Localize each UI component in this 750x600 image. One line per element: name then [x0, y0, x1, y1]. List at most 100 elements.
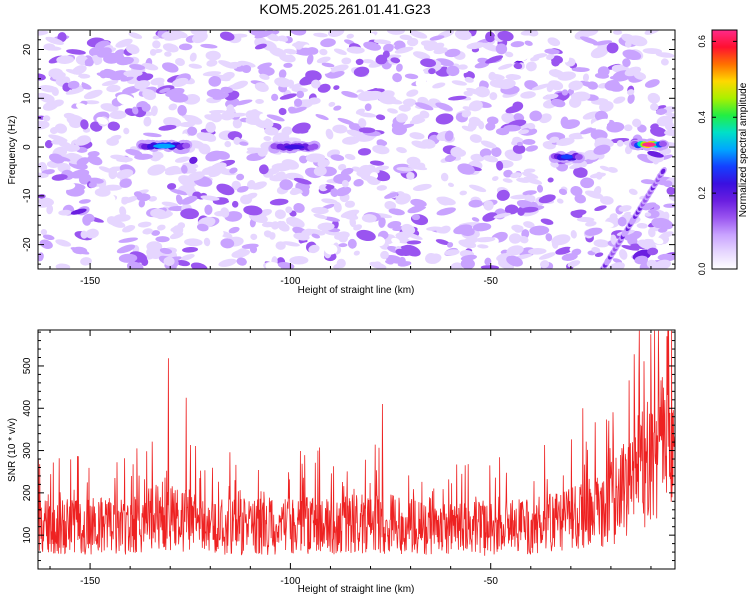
spectrogram-cell [169, 232, 184, 240]
spectrogram-cell [77, 73, 91, 79]
spectrogram-cell [542, 93, 559, 100]
spectrogram-cell [113, 213, 131, 222]
spectrogram-cell [663, 203, 675, 208]
figure-title: KOM5.2025.261.01.41.G23 [259, 1, 430, 17]
spectrogram-cell [226, 104, 234, 112]
spectrogram-cell [243, 205, 263, 216]
spectrogram-cell [536, 184, 544, 193]
spectrogram-cell [513, 62, 523, 70]
y-tick-label: 200 [22, 484, 33, 501]
spectrogram-cell [612, 258, 623, 264]
spectrogram-cell [484, 257, 492, 266]
spectrogram-cell [523, 221, 535, 229]
spectrogram-cell [228, 226, 240, 234]
spectrogram-cell [170, 188, 188, 196]
spectrogram-cell [271, 93, 279, 102]
spectrogram-cell [163, 116, 182, 128]
spectrogram-cell [618, 205, 632, 212]
spectrogram-cell [116, 169, 134, 180]
spectrogram-cell [647, 92, 661, 104]
spectrogram-cell [568, 80, 583, 91]
spectrogram-cell [448, 95, 467, 101]
spectrogram-cell [396, 113, 408, 123]
spectrogram-cell [498, 63, 513, 70]
spectrogram-cell [64, 144, 80, 152]
spectrogram-cell [435, 113, 454, 125]
spectrogram-cell [406, 240, 422, 245]
spectrogram-cell [372, 145, 390, 155]
spectrogram-cell [241, 243, 259, 249]
spectrogram-cell [283, 48, 298, 55]
spectrogram-cell [612, 30, 623, 35]
spectrogram-cell [137, 221, 152, 228]
spectrogram-cell [289, 106, 307, 114]
spectrogram-cell [491, 147, 502, 157]
spectrogram-cell [375, 114, 386, 121]
spectrogram-cell [142, 132, 162, 138]
spectrogram-cell [627, 89, 635, 96]
spectrogram-cell [319, 48, 328, 56]
spectrogram-cell [392, 73, 403, 83]
spectrogram-cell [595, 171, 603, 180]
spectrogram-cell [144, 253, 156, 260]
spectrogram-cell [281, 159, 300, 170]
spectrogram-cell [209, 111, 223, 123]
spectrogram-cell [651, 218, 664, 229]
spectrogram-cell [474, 86, 490, 98]
spectrogram-cell [143, 116, 152, 127]
spectrogram-cell [580, 160, 588, 168]
spectrogram-cell [346, 33, 354, 39]
spectrogram-cell [388, 208, 405, 216]
spectrogram-cell [624, 211, 633, 217]
spectrogram-cell [342, 136, 360, 145]
spectrogram-cell [454, 30, 472, 41]
spectrogram-cell [503, 124, 521, 132]
spectrogram-cell [84, 100, 100, 105]
spectrogram-cell [123, 70, 143, 77]
spectrogram-cell [247, 147, 264, 153]
spectrogram-cell [274, 209, 286, 220]
spectrogram-cell [191, 32, 208, 44]
spectrogram-cell [458, 239, 477, 249]
spectrogram-cell [70, 247, 90, 255]
spectrogram-cell [580, 127, 596, 135]
spectrogram-blobs [38, 30, 675, 269]
spectrogram-cell [376, 185, 388, 191]
spectrogram-cell [353, 179, 364, 187]
spectrogram-cell [502, 178, 513, 183]
spectrogram-cell [244, 192, 258, 200]
spectrogram-cell [76, 157, 90, 166]
spectrogram-cell [55, 239, 72, 247]
spectrogram-cell [335, 186, 352, 197]
spectrogram-cell [472, 222, 492, 232]
spectrogram-cell [636, 222, 648, 229]
spectrogram-cell [482, 212, 498, 222]
spectrogram-cell [306, 54, 314, 65]
spectrogram-cell [457, 163, 475, 175]
spectrogram-cell [500, 249, 508, 254]
spectrogram-cell [231, 249, 251, 258]
spectrogram-cell [66, 49, 86, 55]
spectrogram-cell [168, 103, 178, 111]
y-tick-label: 0 [22, 144, 33, 150]
spectrogram-cell [266, 114, 285, 122]
spectrogram-cell [617, 216, 627, 227]
spectrogram-cell [315, 114, 329, 121]
spectrogram-cell [204, 204, 213, 215]
spectrogram-cell [398, 104, 411, 112]
spectrogram-cell [85, 228, 99, 239]
spectrogram-cell [305, 70, 322, 82]
spectrogram-cell [317, 67, 332, 75]
spectrogram-cell [376, 139, 387, 147]
spectrogram-cell [407, 37, 419, 47]
y-tick-label: -20 [22, 237, 33, 252]
spectrogram-cell [317, 222, 335, 231]
spectrogram-cell [634, 255, 649, 265]
spectrogram-cell [84, 58, 94, 67]
spectrogram-cell [121, 195, 140, 204]
spectrogram-cell [231, 200, 239, 208]
spectrogram-cell [540, 260, 550, 269]
spectrogram-cell [106, 216, 118, 225]
spectrogram-cell [387, 108, 398, 114]
spectrogram-cell [341, 91, 359, 98]
